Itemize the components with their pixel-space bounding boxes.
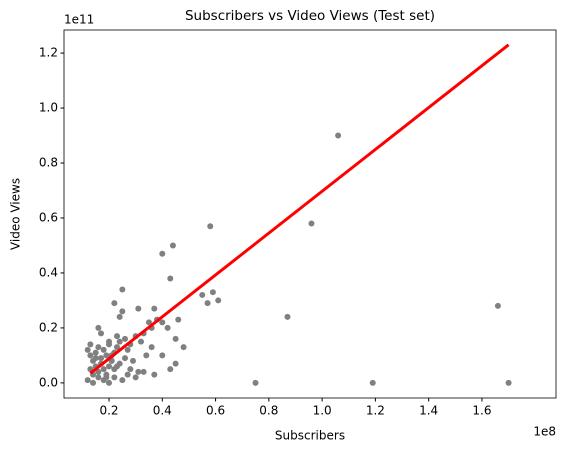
scatter-point	[103, 352, 110, 359]
scatter-point	[124, 371, 131, 378]
y-offset-label: 1e11	[64, 13, 94, 27]
scatter-point	[111, 374, 118, 381]
plot-frame	[63, 29, 557, 399]
scatter-point	[129, 357, 136, 364]
scatter-point	[169, 242, 176, 249]
scatter-point	[172, 360, 179, 367]
scatter-point	[114, 333, 121, 340]
scatter-point	[172, 335, 179, 342]
scatter-point	[114, 363, 121, 370]
scatter-point	[209, 289, 216, 296]
scatter-point	[159, 319, 166, 326]
scatter-point	[95, 374, 102, 381]
scatter-point	[145, 319, 152, 326]
scatter-point	[159, 250, 166, 257]
scatter-point	[92, 349, 99, 356]
scatter-point	[308, 220, 315, 227]
scatter-point	[167, 275, 174, 282]
x-offset-label: 1e8	[533, 425, 556, 439]
x-tick-label: 0.8	[259, 404, 278, 418]
y-tick-label: 1.0	[39, 101, 58, 115]
scatter-point	[140, 368, 147, 375]
scatter-point	[151, 305, 158, 312]
scatter-point	[494, 302, 501, 309]
x-tick-label: 1.6	[472, 404, 491, 418]
scatter-point	[119, 286, 126, 293]
x-tick-label: 0.6	[206, 404, 225, 418]
y-tick-label: 1.2	[39, 46, 58, 60]
regression-line	[89, 43, 510, 375]
x-tick-label: 0.4	[153, 404, 172, 418]
scatter-point	[167, 366, 174, 373]
scatter-point	[95, 368, 102, 375]
scatter-point	[369, 379, 376, 386]
scatter-point	[95, 344, 102, 351]
scatter-point	[204, 300, 211, 307]
scatter-point	[122, 335, 129, 342]
y-tick-label: 0.8	[39, 156, 58, 170]
y-tick-label: 0.6	[39, 210, 58, 224]
scatter-point	[175, 316, 182, 323]
scatter-point	[119, 308, 126, 315]
scatter-point	[116, 338, 123, 345]
y-tick-label: 0.2	[39, 320, 58, 334]
x-tick-label: 1.0	[313, 404, 332, 418]
y-axis-label: Video Views	[9, 178, 23, 250]
scatter-point	[159, 352, 166, 359]
scatter-point	[215, 297, 222, 304]
scatter-point	[106, 341, 113, 348]
scatter-point	[180, 344, 187, 351]
scatter-point	[119, 377, 126, 384]
scatter-point	[92, 355, 99, 362]
x-tick-label: 0.2	[99, 404, 118, 418]
scatter-point	[122, 355, 129, 362]
scatter-point	[98, 355, 105, 362]
scatter-point	[252, 379, 259, 386]
scatter-point	[505, 379, 512, 386]
scatter-point	[143, 352, 150, 359]
scatter-point	[84, 346, 91, 353]
scatter-point	[90, 379, 97, 386]
scatter-point	[124, 346, 131, 353]
scatter-point	[148, 344, 155, 351]
scatter-point	[127, 366, 134, 373]
scatter-point	[199, 291, 206, 298]
scatter-point	[106, 379, 113, 386]
x-tick-label: 1.4	[419, 404, 438, 418]
scatter-point	[135, 368, 142, 375]
scatter-point	[137, 338, 144, 345]
scatter-point	[84, 377, 91, 384]
scatter-point	[114, 344, 121, 351]
x-axis-label: Subscribers	[275, 429, 345, 443]
scatter-point	[111, 300, 118, 307]
scatter-point	[103, 374, 110, 381]
scatter-point	[87, 341, 94, 348]
scatter-point	[98, 330, 105, 337]
x-tick-label: 1.2	[366, 404, 385, 418]
scatter-point	[132, 374, 139, 381]
scatter-point	[87, 352, 94, 359]
scatter-point	[164, 324, 171, 331]
scatter-point	[335, 132, 342, 139]
scatter-point	[284, 313, 291, 320]
scatter-point	[95, 324, 102, 331]
scatter-point	[151, 371, 158, 378]
y-tick-label: 0.0	[39, 375, 58, 389]
scatter-point	[106, 363, 113, 370]
scatter-point	[100, 366, 107, 373]
scatter-point	[135, 305, 142, 312]
scatter-point	[116, 313, 123, 320]
scatter-point	[207, 223, 214, 230]
chart-title: Subscribers vs Video Views (Test set)	[185, 8, 435, 24]
y-tick-label: 0.4	[39, 265, 58, 279]
scatter-point	[100, 346, 107, 353]
